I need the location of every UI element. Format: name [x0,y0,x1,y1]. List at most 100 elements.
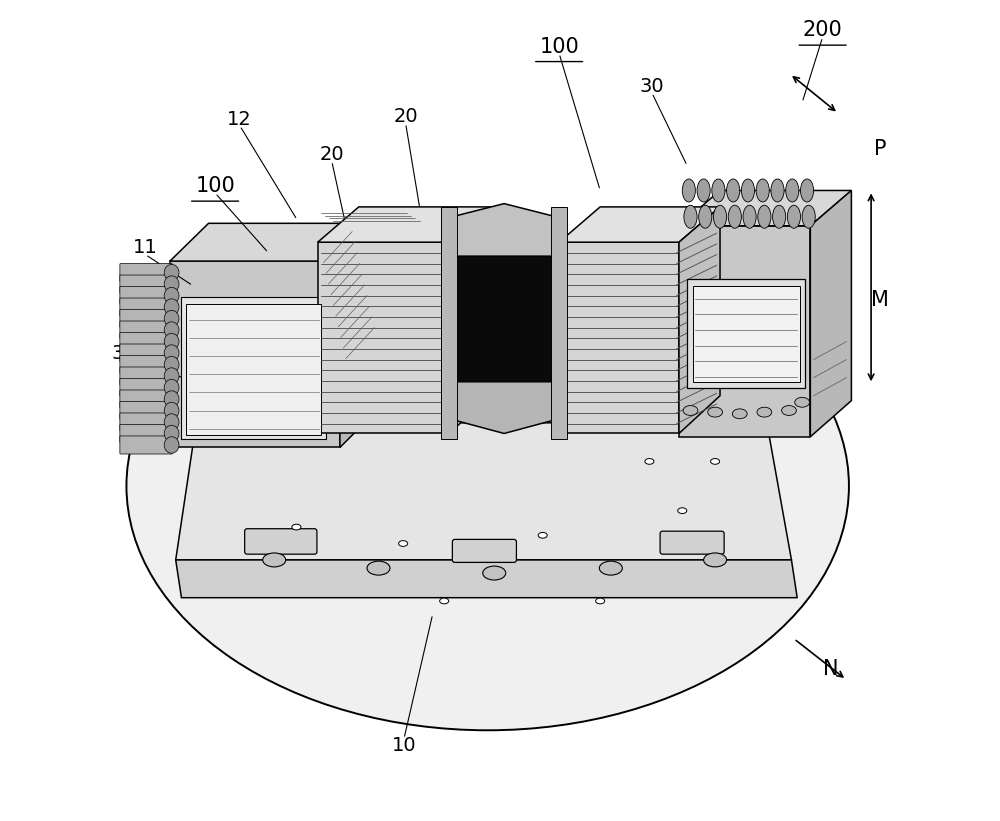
Polygon shape [679,207,720,433]
Polygon shape [176,423,791,560]
FancyBboxPatch shape [120,390,172,408]
Ellipse shape [164,368,179,384]
Polygon shape [181,297,326,439]
FancyBboxPatch shape [120,298,172,316]
Text: 100: 100 [195,177,235,196]
FancyBboxPatch shape [120,401,172,420]
Ellipse shape [164,310,179,327]
FancyBboxPatch shape [120,333,172,351]
Polygon shape [449,382,559,433]
FancyBboxPatch shape [120,321,172,339]
Ellipse shape [234,390,243,396]
Ellipse shape [786,179,799,202]
FancyBboxPatch shape [120,287,172,305]
Ellipse shape [757,407,772,417]
Ellipse shape [164,425,179,442]
FancyBboxPatch shape [120,436,172,454]
Ellipse shape [732,409,747,419]
Ellipse shape [713,205,727,228]
Text: 200: 200 [803,21,843,40]
FancyBboxPatch shape [120,275,172,293]
Polygon shape [170,223,378,261]
Ellipse shape [164,276,179,292]
Text: 11: 11 [133,238,158,258]
Ellipse shape [743,205,756,228]
Polygon shape [679,226,810,437]
Ellipse shape [758,205,771,228]
Ellipse shape [782,406,796,415]
Polygon shape [687,279,805,388]
Polygon shape [170,261,340,447]
FancyBboxPatch shape [120,344,172,362]
Ellipse shape [712,179,725,202]
Ellipse shape [538,533,547,539]
FancyBboxPatch shape [452,539,516,562]
Ellipse shape [367,562,390,575]
Ellipse shape [711,458,720,465]
Ellipse shape [164,414,179,430]
Text: 100: 100 [539,37,579,57]
FancyBboxPatch shape [120,310,172,328]
Ellipse shape [164,345,179,361]
Ellipse shape [704,553,727,566]
Ellipse shape [708,407,722,417]
Polygon shape [693,286,800,382]
Text: 20: 20 [319,144,344,164]
Polygon shape [441,207,457,439]
Ellipse shape [164,287,179,304]
Ellipse shape [795,397,810,407]
Ellipse shape [787,205,800,228]
Polygon shape [186,304,321,435]
Polygon shape [318,207,490,242]
Ellipse shape [802,205,815,228]
Ellipse shape [697,179,710,202]
Ellipse shape [292,525,301,530]
Ellipse shape [727,179,740,202]
Polygon shape [551,207,567,439]
Polygon shape [679,190,851,226]
Ellipse shape [440,598,449,604]
Ellipse shape [483,566,506,580]
FancyBboxPatch shape [120,378,172,397]
Polygon shape [810,190,851,437]
Ellipse shape [164,333,179,350]
Polygon shape [449,204,559,256]
Ellipse shape [682,179,695,202]
FancyBboxPatch shape [120,355,172,374]
Ellipse shape [756,179,769,202]
Text: M: M [871,290,889,310]
Polygon shape [449,207,490,433]
Ellipse shape [164,322,179,338]
FancyBboxPatch shape [660,531,724,554]
Ellipse shape [164,402,179,419]
Text: 10: 10 [392,736,416,755]
Ellipse shape [773,205,786,228]
Polygon shape [340,223,378,447]
Ellipse shape [699,205,712,228]
Ellipse shape [399,541,408,547]
Ellipse shape [164,299,179,315]
FancyBboxPatch shape [120,424,172,443]
Ellipse shape [684,205,697,228]
Ellipse shape [599,562,622,575]
Ellipse shape [800,179,814,202]
Ellipse shape [645,458,654,465]
Ellipse shape [164,379,179,396]
FancyBboxPatch shape [245,529,317,554]
Text: P: P [874,140,886,159]
Text: A: A [495,309,508,327]
Ellipse shape [164,437,179,453]
Ellipse shape [538,368,547,374]
Polygon shape [449,256,559,382]
Ellipse shape [596,598,605,604]
Text: 30: 30 [112,343,136,363]
FancyBboxPatch shape [120,413,172,431]
Text: 20: 20 [393,107,418,126]
Ellipse shape [164,356,179,373]
Ellipse shape [390,360,399,365]
Text: 30: 30 [640,76,664,96]
Ellipse shape [126,241,849,731]
Text: N: N [823,659,839,679]
Polygon shape [559,207,720,242]
Polygon shape [176,560,797,598]
